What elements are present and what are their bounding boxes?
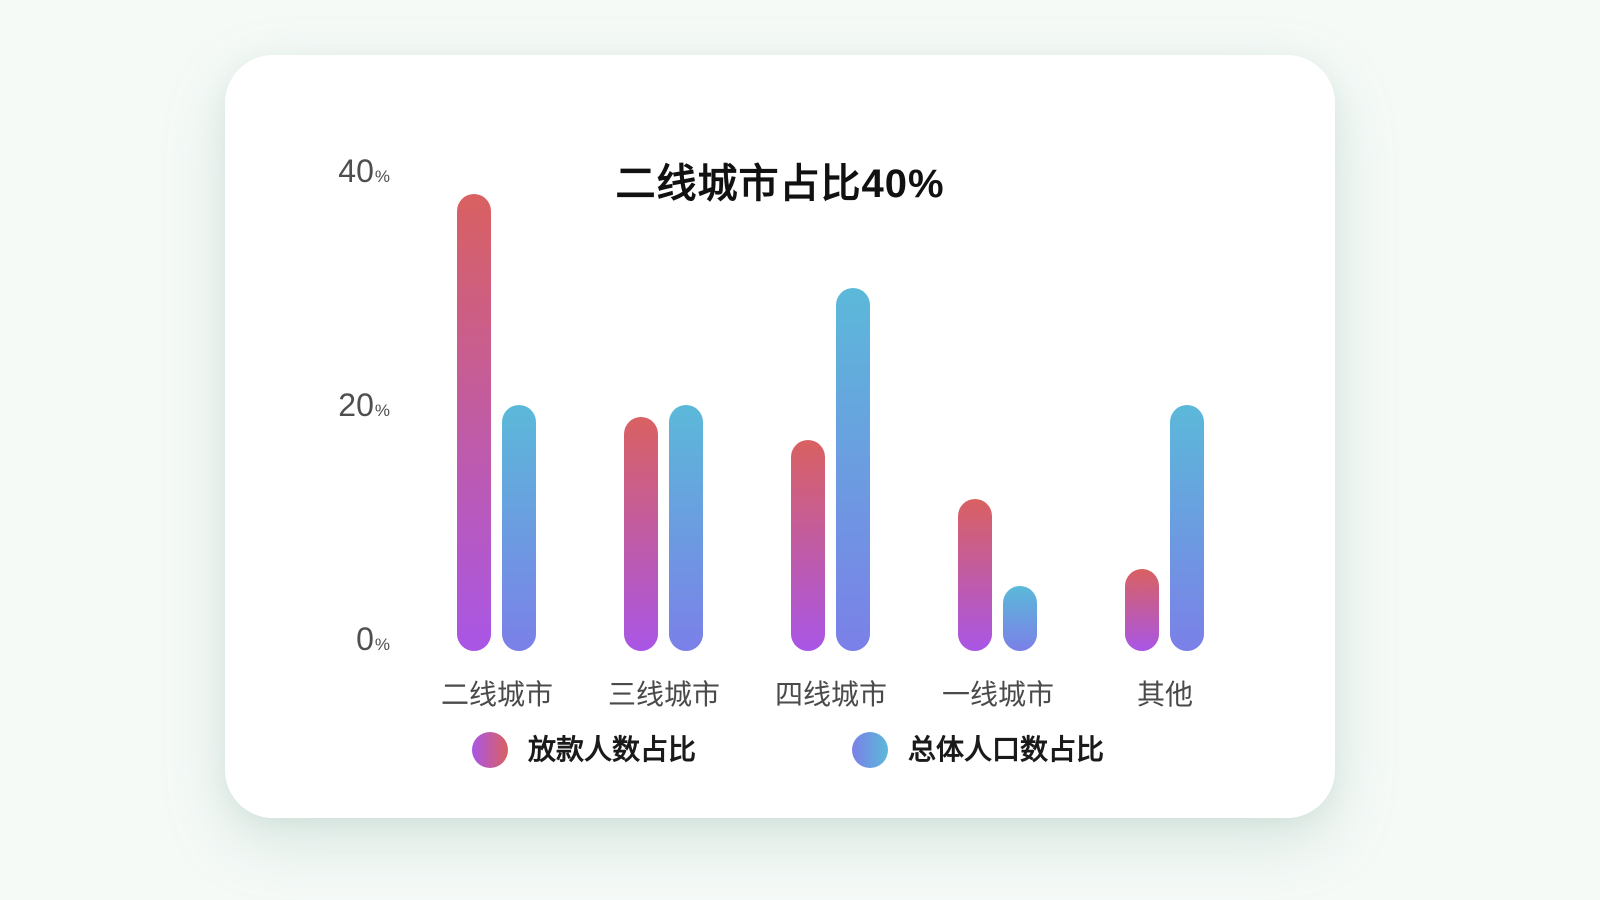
bar-series-1-category-2 (836, 288, 870, 651)
y-axis-tick-40: 40% (265, 151, 390, 191)
bar-series-1-category-0 (502, 405, 536, 651)
legend-dot-loan-icon (472, 732, 508, 768)
bar-series-1-category-4 (1170, 405, 1204, 651)
y-axis-tick-0: 0% (265, 619, 390, 659)
legend-label-loan-share: 放款人数占比 (528, 734, 697, 765)
y-tick-percent-suffix: % (374, 635, 390, 654)
legend-label-population-share: 总体人口数占比 (908, 734, 1105, 765)
legend-item-population-share[interactable]: 总体人口数占比 (852, 732, 1104, 768)
bar-series-0-category-1 (624, 416, 658, 651)
y-axis-tick-20: 20% (265, 385, 390, 425)
y-tick-percent-suffix: % (374, 401, 390, 420)
bar-series-0-category-3 (958, 498, 992, 651)
y-tick-value: 20 (338, 387, 374, 423)
x-axis-label-3: 一线城市 (941, 679, 1054, 710)
y-tick-value: 40 (338, 153, 374, 189)
x-axis-label-4: 其他 (1136, 679, 1193, 710)
chart-card: 二线城市占比40% 放款人数占比 总体人口数占比 0% 20% 40% 二线城市 三线城… (225, 55, 1335, 818)
legend-dot-population-icon (852, 732, 888, 768)
chart-title: 二线城市占比40% (615, 162, 945, 206)
bar-chart: 二线城市占比40% 放款人数占比 总体人口数占比 0% 20% 40% 二线城市 三线城… (225, 55, 1335, 818)
y-tick-percent-suffix: % (374, 167, 390, 186)
legend-item-loan-share[interactable]: 放款人数占比 (472, 732, 696, 768)
bar-series-0-category-0 (457, 194, 491, 651)
x-axis-label-2: 四线城市 (774, 679, 887, 710)
bar-series-0-category-2 (791, 440, 825, 651)
x-axis-label-0: 二线城市 (440, 679, 553, 710)
y-tick-value: 0 (356, 621, 374, 657)
bar-series-1-category-1 (669, 405, 703, 651)
bar-series-1-category-3 (1003, 586, 1037, 651)
x-axis-label-1: 三线城市 (607, 679, 720, 710)
bar-series-0-category-4 (1125, 568, 1159, 651)
